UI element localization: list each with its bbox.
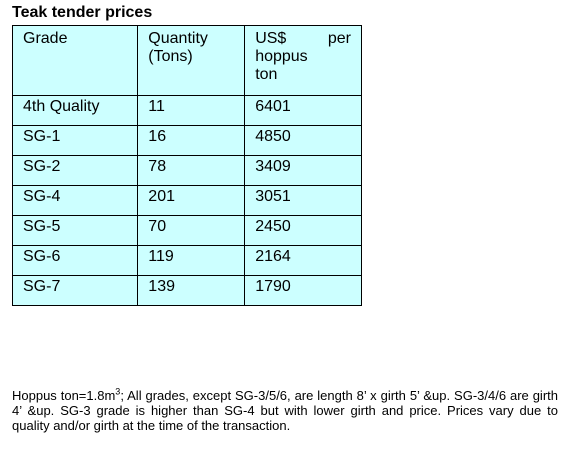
cell-quantity: 119 (137, 245, 246, 276)
table-row: SG-5 70 2450 (11, 215, 362, 246)
cell-grade: 4th Quality (11, 95, 139, 126)
cell-price: 1790 (244, 275, 362, 306)
cell-quantity: 139 (137, 275, 246, 306)
cell-price: 3051 (244, 185, 362, 216)
cell-quantity: 11 (137, 95, 246, 126)
cell-price: 6401 (244, 95, 362, 126)
price-table: Grade Quantity (Tons) US$ per hoppus ton… (11, 25, 362, 306)
cell-grade: SG-5 (11, 215, 139, 246)
cell-price: 3409 (244, 155, 362, 186)
cell-quantity: 16 (137, 125, 246, 156)
cell-price: 2450 (244, 215, 362, 246)
header-price-line3: ton (255, 66, 278, 83)
cell-price: 2164 (244, 245, 362, 276)
header-quantity-line1: Quantity (148, 30, 208, 47)
cell-price: 4850 (244, 125, 362, 156)
header-price-line2: hoppus (255, 48, 308, 65)
header-quantity-line2: (Tons) (148, 48, 193, 65)
cell-quantity: 78 (137, 155, 246, 186)
table-row: SG-2 78 3409 (11, 155, 362, 186)
table-row: SG-1 16 4850 (11, 125, 362, 156)
page-title: Teak tender prices (12, 4, 153, 21)
footnote: Hoppus ton=1.8m3; All grades, except SG-… (12, 386, 558, 433)
cell-grade: SG-4 (11, 185, 139, 216)
cell-grade: SG-1 (11, 125, 139, 156)
footnote-superscript: 3 (115, 386, 121, 397)
header-quantity: Quantity (Tons) (137, 25, 246, 96)
cell-quantity: 70 (137, 215, 246, 246)
header-grade: Grade (11, 25, 139, 96)
table-header-row: Grade Quantity (Tons) US$ per hoppus ton (11, 25, 362, 96)
header-price-per: per (327, 30, 351, 47)
table-row: SG-4 201 3051 (11, 185, 362, 216)
footnote-prefix: Hoppus ton=1.8m (12, 388, 116, 403)
cell-grade: SG-6 (11, 245, 139, 276)
header-grade-label: Grade (23, 30, 68, 47)
header-price-usd: US$ (255, 30, 287, 47)
header-price-line1: US$ per (255, 30, 351, 48)
table-row: SG-7 139 1790 (11, 275, 362, 306)
table-row: SG-6 119 2164 (11, 245, 362, 276)
table-row: 4th Quality 11 6401 (11, 95, 362, 126)
footnote-text: ; All grades, except SG-3/5/6, are lengt… (12, 388, 558, 433)
cell-grade: SG-2 (11, 155, 139, 186)
header-price: US$ per hoppus ton (244, 25, 362, 96)
cell-quantity: 201 (137, 185, 246, 216)
cell-grade: SG-7 (11, 275, 139, 306)
